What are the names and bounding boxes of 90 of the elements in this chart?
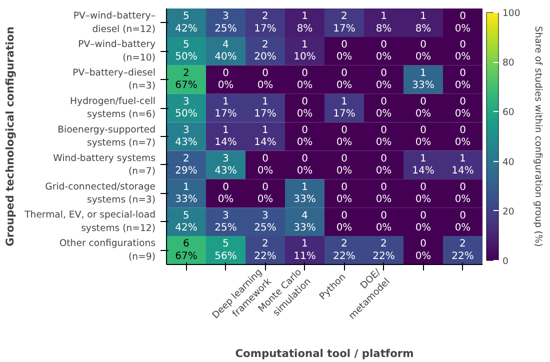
data-label: 0 0% — [376, 124, 392, 148]
data-label: 2 17% — [333, 11, 356, 34]
data-label: 0 0% — [376, 68, 392, 92]
data-label: 0 0% — [296, 153, 313, 176]
y-axis-title: Grouped technological configuration — [4, 26, 17, 246]
data-label: 0 0% — [218, 68, 234, 92]
data-label: 2 22% — [254, 238, 276, 262]
data-label: 2 22% — [333, 238, 356, 262]
data-label: 0 0% — [257, 182, 274, 205]
data-label: 0 0% — [336, 210, 352, 234]
data-label: 0 0% — [454, 210, 471, 234]
data-label: 3 50% — [175, 96, 198, 120]
data-label: 0 0% — [296, 124, 313, 148]
data-label: 0 0% — [454, 68, 471, 92]
data-label: 0 0% — [296, 68, 313, 92]
data-label: 0 0% — [336, 153, 352, 176]
data-label: 0 0% — [257, 68, 274, 92]
y-tick-label: Thermal, EV, or special-load systems (n=12) — [24, 210, 156, 234]
y-tick-label: PV–wind–battery– diesel (n=12) — [73, 10, 156, 35]
data-label: 2 29% — [175, 153, 198, 176]
data-label: 1 17% — [214, 96, 237, 120]
data-label: 0 0% — [415, 210, 432, 234]
data-label: 1 33% — [175, 182, 198, 205]
data-label: 3 43% — [175, 124, 198, 148]
data-label: 0 0% — [415, 40, 432, 63]
data-label: 0 0% — [415, 238, 432, 262]
color-bar-label: 100 — [502, 8, 520, 19]
data-label: 3 25% — [254, 210, 276, 234]
data-label: 5 42% — [175, 210, 198, 234]
color-bar-label: 60 — [502, 107, 514, 118]
data-label: 2 20% — [254, 40, 276, 63]
x-axis-title: Computational tool / platform — [235, 347, 414, 360]
data-label: 0 0% — [336, 124, 352, 148]
y-tick-label: Other configurations (n=9) — [59, 238, 156, 262]
data-label: 1 8% — [376, 11, 392, 34]
data-label: 0 0% — [415, 124, 432, 148]
data-label: 5 42% — [175, 11, 198, 34]
y-tick-label: Wind-battery systems (n=7) — [53, 152, 156, 178]
data-label: 0 0% — [257, 153, 274, 176]
data-label: 0 0% — [454, 40, 471, 63]
data-label: 1 14% — [214, 124, 237, 148]
color-bar-label: 0 — [502, 256, 508, 267]
color-bar-title: Share of studies within configuration group (%) — [532, 26, 544, 247]
data-label: 2 22% — [372, 238, 395, 262]
data-label: 4 40% — [214, 40, 237, 63]
data-label: 0 0% — [218, 182, 234, 205]
data-label: 1 17% — [333, 96, 356, 120]
data-label: 1 14% — [254, 124, 276, 148]
y-tick-label: PV–wind–battery (n=10) — [78, 39, 156, 64]
color-bar-label: 80 — [502, 58, 514, 69]
data-label: 3 25% — [214, 210, 237, 234]
data-label: 0 0% — [415, 96, 432, 120]
data-label: 5 50% — [175, 40, 198, 63]
data-label: 0 0% — [454, 96, 471, 120]
data-label: 0 0% — [454, 11, 471, 34]
data-label: 1 14% — [452, 153, 474, 176]
y-tick-label: Bioenergy-supported systems (n=7) — [58, 124, 156, 149]
data-label: 0 0% — [336, 40, 352, 63]
data-label: 5 56% — [214, 238, 237, 262]
data-label: 1 11% — [294, 238, 316, 262]
data-label: 1 10% — [294, 40, 316, 63]
data-label: 1 33% — [294, 182, 316, 205]
data-label: 0 0% — [376, 96, 392, 120]
data-label: 1 33% — [412, 68, 434, 92]
data-label: 2 67% — [175, 68, 198, 92]
data-label: 3 25% — [214, 11, 237, 34]
color-bar-label: 20 — [502, 206, 514, 218]
y-tick-label: PV–battery–diesel (n=3) — [72, 68, 156, 92]
data-label: 1 14% — [412, 153, 434, 176]
data-label: 1 8% — [415, 11, 432, 34]
color-bar-label: 40 — [502, 156, 514, 168]
data-label: 0 0% — [376, 40, 392, 63]
data-label: 2 17% — [254, 11, 276, 34]
data-label: 0 0% — [296, 96, 313, 120]
data-label: 0 0% — [454, 182, 471, 205]
y-tick-label: Grid-connected/storage systems (n=3) — [45, 181, 156, 206]
data-label: 1 8% — [296, 11, 313, 34]
y-tick-label: Hydrogen/fuel-cell systems (n=6) — [70, 96, 156, 120]
data-label: 0 0% — [336, 68, 352, 92]
data-label: 0 0% — [376, 153, 392, 176]
data-label: 0 0% — [376, 210, 392, 234]
data-label: 0 0% — [415, 182, 432, 205]
data-label: 2 22% — [452, 238, 474, 262]
data-label: 3 43% — [214, 153, 237, 176]
data-label: 0 0% — [454, 124, 471, 148]
data-label: 4 33% — [294, 210, 316, 234]
data-label: 6 67% — [175, 238, 198, 262]
data-label: 0 0% — [336, 182, 352, 205]
data-label: 0 0% — [376, 182, 392, 205]
data-label: 1 17% — [254, 96, 276, 120]
